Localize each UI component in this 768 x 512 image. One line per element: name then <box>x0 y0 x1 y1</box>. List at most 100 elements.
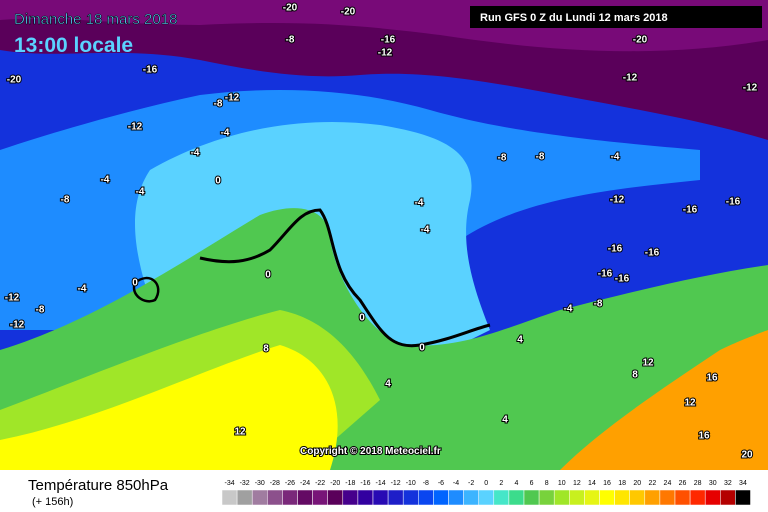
legend-swatch <box>327 489 344 506</box>
legend-label: 34 <box>739 480 747 487</box>
legend-label: -34 <box>224 480 234 487</box>
contour-label: 12 <box>234 427 246 438</box>
contour-label: -16 <box>381 35 396 46</box>
legend-swatch <box>569 489 585 506</box>
legend-label: -24 <box>300 480 310 487</box>
legend-label: -20 <box>330 480 340 487</box>
contour-label: -8 <box>498 153 507 164</box>
map-field: -20-16-12-8-4-4-4-4000-12-12-8-4-16-12-8… <box>0 0 768 471</box>
legend-swatch <box>614 489 630 506</box>
zero-isotherm <box>199 208 491 348</box>
contour-label: -4 <box>101 175 110 186</box>
contour-label: 20 <box>741 450 753 461</box>
contour-label: -4 <box>564 304 573 315</box>
legend-label: 12 <box>573 480 581 487</box>
contour-label: -16 <box>608 244 623 255</box>
contour-label: 16 <box>706 373 718 384</box>
legend-swatch <box>584 489 600 506</box>
contour-label: -8 <box>536 152 545 163</box>
contour-label: -20 <box>283 3 298 14</box>
legend-swatch <box>538 489 555 506</box>
field-plus20 <box>560 330 768 470</box>
field-plus14 <box>0 345 338 470</box>
legend-swatch <box>629 489 646 506</box>
contour-label: -20 <box>341 7 356 18</box>
legend-swatch <box>720 489 736 506</box>
contour-label: -16 <box>143 65 158 76</box>
legend-swatch <box>418 489 434 506</box>
contour-label: 12 <box>684 398 696 409</box>
legend-swatch <box>463 489 479 506</box>
legend-label: 22 <box>648 480 656 487</box>
contour-label: -4 <box>421 225 430 236</box>
legend-label: -2 <box>468 480 474 487</box>
legend-swatch <box>644 489 661 506</box>
legend-label: -28 <box>270 480 280 487</box>
contour-label: -12 <box>128 122 143 133</box>
copyright: Copyright © 2018 Meteociel.fr <box>300 446 441 457</box>
legend-swatch <box>553 489 570 506</box>
contour-label: 4 <box>385 379 391 390</box>
time: 13:00 locale <box>14 34 133 57</box>
contour-label: -16 <box>598 269 613 280</box>
contour-label: 12 <box>642 358 654 369</box>
contour-labels: -20-16-12-8-4-4-4-4000-12-12-8-4-16-12-8… <box>4 2 759 462</box>
legend: -34 -32 -30 -28 -26 -24 -22 -20 -18 -16 -14 -12 -10-… <box>221 480 751 506</box>
legend-swatch <box>659 489 676 506</box>
legend-label: 0 <box>484 480 488 487</box>
legend-swatch <box>251 489 268 506</box>
footer-lead: (+ 156h) <box>32 496 73 508</box>
legend-label: 14 <box>588 480 596 487</box>
legend-label: 26 <box>679 480 687 487</box>
legend-swatch <box>689 489 706 506</box>
contour-label: 8 <box>632 370 638 381</box>
contour-label: -12 <box>225 93 240 104</box>
legend-swatch <box>493 489 510 506</box>
legend-label: 4 <box>514 480 518 487</box>
contour-label: -16 <box>615 274 630 285</box>
run-box <box>470 6 762 28</box>
legend-swatch <box>387 489 404 506</box>
contour-label: 8 <box>263 344 269 355</box>
contour-label: 0 <box>265 270 271 281</box>
legend-swatch <box>704 489 721 506</box>
contour-label: -12 <box>10 320 25 331</box>
legend-label: 8 <box>545 480 549 487</box>
contour-label: -16 <box>683 205 698 216</box>
contour-label: -4 <box>136 187 145 198</box>
contour-label: -16 <box>726 197 741 208</box>
contour-label: -8 <box>36 305 45 316</box>
legend-label: 30 <box>709 480 717 487</box>
legend-label: -14 <box>375 480 385 487</box>
legend-label: 10 <box>558 480 566 487</box>
legend-label: -6 <box>438 480 444 487</box>
legend-swatch <box>599 489 615 506</box>
legend-swatch <box>221 489 238 506</box>
contour-label: -20 <box>633 35 648 46</box>
contour-label: -8 <box>594 299 603 310</box>
legend-label: -32 <box>240 480 250 487</box>
legend-label: -18 <box>345 480 355 487</box>
contour-label: 4 <box>502 415 508 426</box>
legend-swatch <box>508 489 525 506</box>
contour-label: -4 <box>415 198 424 209</box>
legend-swatch <box>448 489 464 506</box>
legend-swatch <box>735 489 751 506</box>
contour-label: -12 <box>5 293 20 304</box>
date: Dimanche 18 mars 2018 <box>14 11 177 28</box>
legend-swatch <box>478 489 495 506</box>
contour-label: -8 <box>61 195 70 206</box>
legend-label: -4 <box>453 480 459 487</box>
zero-isotherm-island <box>132 276 160 303</box>
legend-swatch <box>236 489 253 506</box>
contour-label: -4 <box>611 152 620 163</box>
contour-label: -8 <box>286 35 295 46</box>
contour-label: -4 <box>191 148 200 159</box>
contour-label: 0 <box>359 313 365 324</box>
legend-swatch <box>402 489 419 506</box>
legend-swatch <box>267 489 283 506</box>
legend-label: 2 <box>499 480 503 487</box>
legend-label: -30 <box>255 480 265 487</box>
legend-swatch <box>372 489 389 506</box>
